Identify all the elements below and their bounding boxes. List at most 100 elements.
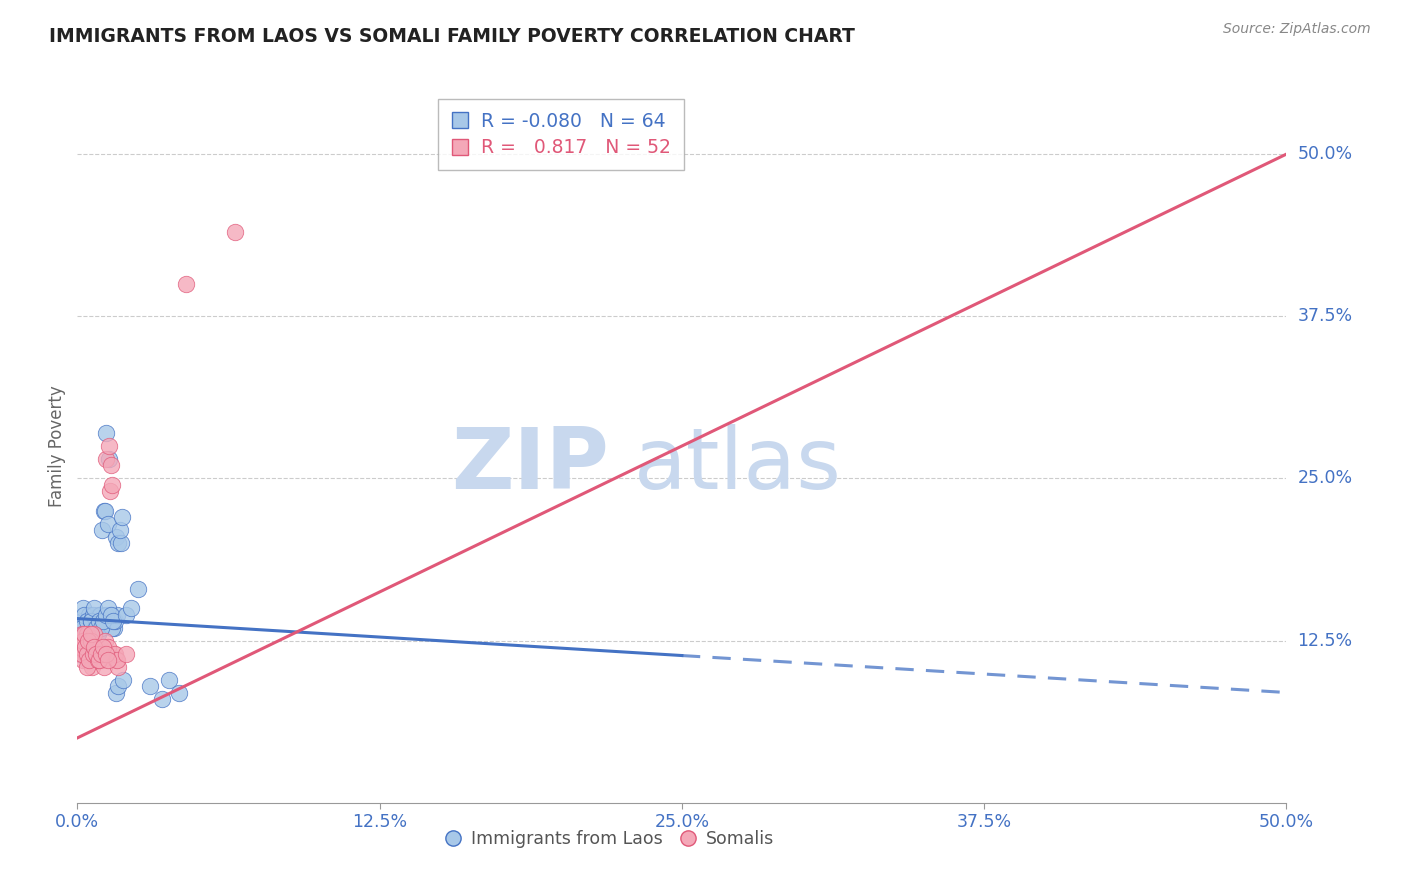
Point: [69, 640, 91, 654]
Point: [80, 659, 103, 673]
Point: [107, 679, 129, 693]
Point: [70, 647, 93, 661]
Point: [83, 601, 105, 615]
Point: [96, 516, 118, 531]
Point: [96, 425, 118, 440]
Point: [224, 225, 246, 239]
Point: [75, 633, 97, 648]
Point: [104, 614, 127, 628]
Point: [84, 640, 107, 654]
Point: [105, 653, 128, 667]
Point: [80, 614, 103, 628]
Point: [150, 692, 173, 706]
Point: [69, 640, 91, 654]
Point: [174, 277, 197, 291]
Point: [94, 504, 117, 518]
Point: [101, 478, 124, 492]
Point: [139, 679, 162, 693]
Text: 12.5%: 12.5%: [1298, 632, 1353, 649]
Point: [79, 633, 101, 648]
Point: [72, 601, 94, 615]
Point: [87, 647, 110, 661]
Point: [93, 504, 115, 518]
Point: [107, 659, 129, 673]
Point: [76, 633, 98, 648]
Point: [87, 627, 110, 641]
Point: [100, 614, 122, 628]
Point: [105, 653, 128, 667]
Point: [70, 621, 93, 635]
Point: [93, 659, 115, 673]
Point: [77, 640, 100, 654]
Point: [101, 614, 124, 628]
Point: [112, 673, 135, 687]
Point: [93, 614, 115, 628]
Point: [105, 685, 128, 699]
Text: atlas: atlas: [634, 424, 842, 507]
Point: [87, 607, 110, 622]
Point: [82, 647, 104, 661]
Point: [110, 536, 132, 550]
Point: [84, 621, 107, 635]
Point: [69, 647, 91, 661]
Point: [73, 607, 96, 622]
Point: [87, 653, 110, 667]
Point: [79, 653, 101, 667]
Point: [80, 627, 103, 641]
Point: [75, 627, 97, 641]
Point: [72, 633, 94, 648]
Text: 25.0%: 25.0%: [1298, 469, 1353, 487]
Point: [91, 614, 114, 628]
Point: [83, 627, 105, 641]
Point: [70, 621, 93, 635]
Point: [104, 647, 127, 661]
Point: [120, 601, 142, 615]
Text: 50.0%: 50.0%: [1298, 145, 1353, 163]
Point: [100, 458, 122, 473]
Point: [167, 685, 190, 699]
Point: [70, 614, 93, 628]
Text: 37.5%: 37.5%: [1298, 307, 1353, 326]
Point: [90, 621, 112, 635]
Point: [72, 627, 94, 641]
Point: [105, 530, 128, 544]
Point: [91, 647, 114, 661]
Point: [100, 607, 122, 622]
Point: [73, 627, 96, 641]
Point: [70, 647, 93, 661]
Point: [76, 647, 98, 661]
Point: [114, 607, 136, 622]
Text: ZIP: ZIP: [451, 424, 609, 507]
Point: [96, 452, 118, 467]
Point: [103, 621, 125, 635]
Point: [97, 439, 120, 453]
Point: [75, 647, 97, 661]
Point: [97, 653, 120, 667]
Point: [84, 621, 107, 635]
Point: [76, 627, 98, 641]
Point: [105, 607, 128, 622]
Point: [127, 582, 149, 596]
Point: [90, 647, 112, 661]
Point: [98, 607, 121, 622]
Point: [72, 653, 94, 667]
Point: [82, 607, 104, 622]
Point: [94, 647, 117, 661]
Point: [94, 633, 117, 648]
Point: [87, 614, 110, 628]
Point: [86, 640, 108, 654]
Point: [75, 640, 97, 654]
Point: [77, 627, 100, 641]
Point: [73, 633, 96, 648]
Point: [96, 640, 118, 654]
Point: [107, 536, 129, 550]
Point: [86, 627, 108, 641]
Point: [73, 627, 96, 641]
Point: [93, 640, 115, 654]
Point: [80, 621, 103, 635]
Point: [101, 621, 124, 635]
Point: [70, 627, 93, 641]
Point: [83, 640, 105, 654]
Point: [79, 607, 101, 622]
Point: [76, 653, 98, 667]
